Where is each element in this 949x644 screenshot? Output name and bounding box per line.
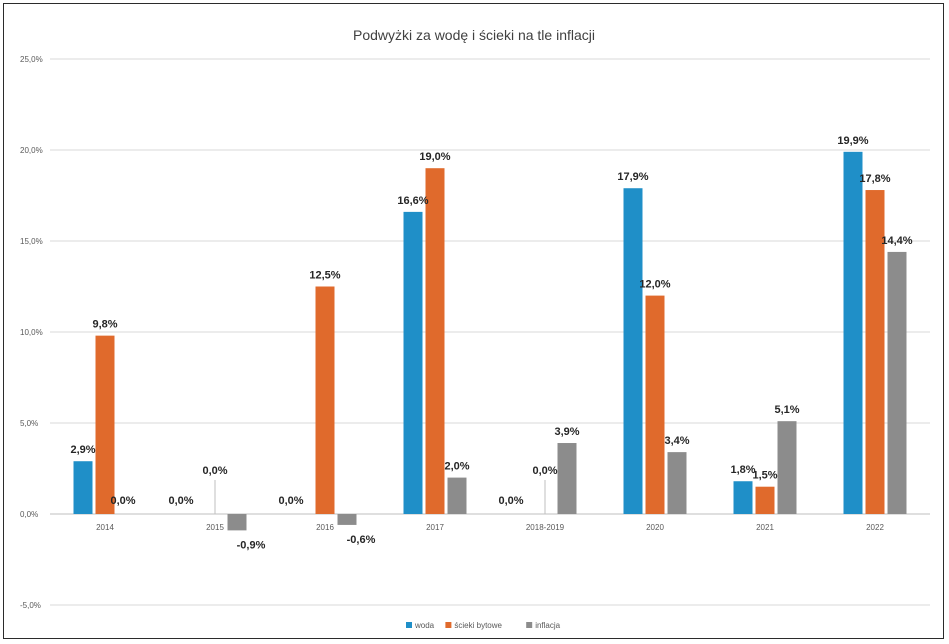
data-labels: 2,9% 0,0% 0,0% 16,6% 0,0% 17,9% 1,8% 19,9% 9,8% 0… <box>70 135 912 552</box>
data-label: -0,9% <box>237 539 266 551</box>
data-label: 5,1% <box>774 404 799 416</box>
data-label: 9,8% <box>92 319 117 331</box>
data-label: 0,0% <box>202 465 227 477</box>
data-label: 19,9% <box>837 135 868 147</box>
bar-0-6 <box>733 481 753 514</box>
data-label: 3,4% <box>664 435 689 447</box>
data-label: 19,0% <box>419 151 450 163</box>
bar-1-5 <box>645 295 665 514</box>
bar-2-4 <box>557 443 577 514</box>
bar-0-0 <box>73 461 93 514</box>
legend-label-1: ścieki bytowe <box>454 621 502 630</box>
x-axis-categories: 2014 2015 2016 2017 2018-2019 2020 2021 2022 <box>96 523 884 532</box>
bar-1-2 <box>315 286 335 514</box>
bar-2-2 <box>337 514 357 525</box>
bar-1-6 <box>755 486 775 514</box>
category-label: 2022 <box>866 523 884 532</box>
y-tick-label: 5,0% <box>20 419 38 428</box>
data-label: 3,9% <box>554 426 579 438</box>
legend-label-2: inflacja <box>535 621 560 630</box>
legend: woda ścieki bytowe inflacja <box>406 621 561 630</box>
y-tick-label: 15,0% <box>20 237 43 246</box>
legend-swatch-1 <box>445 622 452 628</box>
legend-swatch-2 <box>526 622 533 628</box>
category-label: 2021 <box>756 523 774 532</box>
data-label: 17,8% <box>859 173 890 185</box>
bar-2-3 <box>447 477 467 514</box>
data-label: 0,0% <box>168 495 193 507</box>
category-label: 2018-2019 <box>526 523 565 532</box>
bar-1-7 <box>865 190 885 515</box>
data-label: 0,0% <box>498 495 523 507</box>
bar-2-6 <box>777 421 797 514</box>
bar-2-1 <box>227 514 247 531</box>
label-callouts <box>214 480 546 514</box>
chart-frame <box>3 3 944 639</box>
data-label: 0,0% <box>278 495 303 507</box>
category-label: 2014 <box>96 523 114 532</box>
data-label: 1,5% <box>752 470 777 482</box>
chart-title: Podwyżki za wodę i ścieki na tle inflacj… <box>353 27 595 43</box>
y-tick-label: 0,0% <box>20 510 38 519</box>
y-axis-ticks: 25,0% 20,0% 15,0% 10,0% 5,0% 0,0% -5,0% <box>20 55 43 610</box>
data-label: 17,9% <box>617 171 648 183</box>
bar-0-7 <box>843 151 863 514</box>
data-label: 0,0% <box>532 465 557 477</box>
data-label: 2,0% <box>444 461 469 473</box>
data-label: 0,0% <box>110 495 135 507</box>
y-tick-label: 25,0% <box>20 55 43 64</box>
data-label: 16,6% <box>397 195 428 207</box>
legend-label-0: woda <box>414 621 435 630</box>
data-label: 12,5% <box>309 270 340 282</box>
data-label: 12,0% <box>639 279 670 291</box>
category-label: 2015 <box>206 523 224 532</box>
bar-2-7 <box>887 251 907 515</box>
category-label: 2020 <box>646 523 664 532</box>
bar-0-3 <box>403 211 423 514</box>
gridlines <box>50 58 930 606</box>
y-tick-label: 20,0% <box>20 146 43 155</box>
data-label: 1,8% <box>730 464 755 476</box>
bar-1-0 <box>95 335 115 514</box>
y-tick-label: 10,0% <box>20 328 43 337</box>
bar-1-3 <box>425 168 445 514</box>
data-label: 2,9% <box>70 444 95 456</box>
category-label: 2017 <box>426 523 444 532</box>
category-label: 2016 <box>316 523 334 532</box>
data-label: 14,4% <box>881 235 912 247</box>
bar-0-5 <box>623 188 643 514</box>
legend-swatch-0 <box>406 622 412 628</box>
bar-2-5 <box>667 452 687 514</box>
bars <box>73 151 907 531</box>
data-label: -0,6% <box>347 534 376 546</box>
y-tick-label: -5,0% <box>20 601 41 610</box>
